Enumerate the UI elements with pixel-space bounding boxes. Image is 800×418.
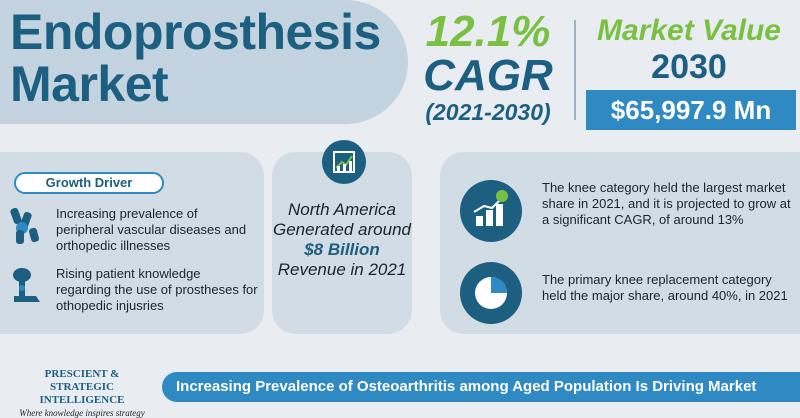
cagr-value: 12.1%: [425, 7, 551, 56]
growth-driver-badge: Growth Driver: [14, 172, 164, 194]
prosthetic-leg-icon: [13, 268, 40, 302]
footer-banner: Increasing Prevalence of Osteoarthritis …: [162, 372, 800, 402]
logo-line-1: PRESCIENT & STRATEGIC: [44, 368, 120, 393]
title-panel: [0, 0, 408, 124]
driver-item: Rising patient knowledge regarding the u…: [8, 266, 258, 314]
company-logo: PRESCIENT & STRATEGIC INTELLIGENCE Where…: [12, 368, 152, 418]
regional-amount: $8 Billion: [304, 240, 380, 259]
header-divider: [574, 20, 576, 120]
title-line-1: Endoprosthesis: [10, 4, 381, 60]
driver-item: Increasing prevalence of peripheral vasc…: [8, 206, 258, 254]
market-value-amount: $65,997.9 Mn: [586, 90, 796, 130]
insight-text: The primary knee replacement category he…: [542, 272, 788, 303]
market-value-year: 2030: [651, 48, 727, 86]
title-line-2: Market: [10, 56, 169, 112]
logo-tagline: Where knowledge inspires strategy: [19, 408, 145, 418]
pie-chart-icon: [460, 262, 522, 324]
regional-text: North America Generated around $8 Billio…: [272, 200, 412, 280]
page-title: Endoprosthesis Market: [10, 6, 381, 110]
growth-chart-icon: [322, 140, 366, 184]
cagr-period: (2021-2030): [425, 99, 551, 125]
market-value-title: Market Value: [597, 14, 781, 47]
regional-line-1: North America Generated around: [273, 200, 411, 239]
joint-icon: [10, 207, 40, 244]
driver-text: Rising patient knowledge regarding the u…: [56, 266, 258, 313]
bar-chart-dollar-icon: [460, 180, 522, 242]
driver-text: Increasing prevalence of peripheral vasc…: [56, 206, 247, 253]
cagr-block: 12.1% CAGR (2021-2030): [408, 10, 568, 126]
logo-line-2: INTELLIGENCE: [39, 394, 125, 406]
cagr-label: CAGR: [423, 51, 553, 100]
insight-text: The knee category held the largest marke…: [542, 180, 791, 227]
regional-line-2: Revenue in 2021: [277, 260, 407, 279]
